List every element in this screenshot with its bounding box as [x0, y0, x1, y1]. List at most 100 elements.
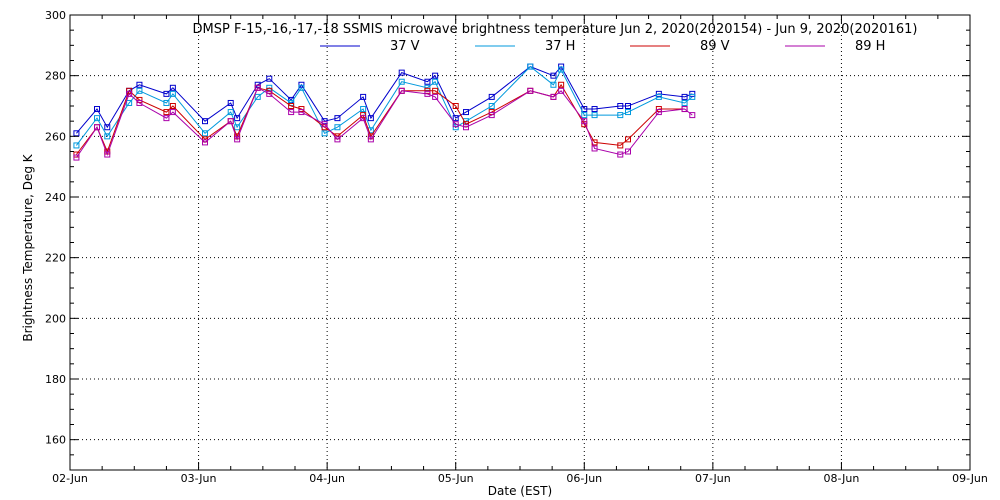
data-point-marker	[136, 87, 143, 94]
data-point-marker	[334, 124, 341, 131]
data-point-marker	[689, 90, 696, 97]
data-point-marker	[94, 115, 100, 122]
data-point-marker	[202, 118, 208, 125]
data-point-marker	[591, 106, 598, 113]
x-tick-label: 07-Jun	[695, 472, 731, 485]
data-point-marker	[617, 151, 624, 158]
series-layer	[73, 63, 696, 161]
y-tick-label: 220	[45, 252, 66, 265]
data-point-marker	[463, 124, 469, 131]
data-point-marker	[558, 81, 565, 88]
data-point-marker	[254, 84, 261, 91]
data-point-marker	[234, 136, 241, 143]
x-tick-label: 04-Jun	[309, 472, 345, 485]
data-point-marker	[488, 93, 495, 100]
y-tick-label: 180	[45, 373, 66, 386]
data-point-marker	[169, 90, 176, 97]
chart-title: DMSP F-15,-16,-17,-18 SSMIS microwave br…	[193, 22, 918, 37]
data-point-marker	[488, 112, 495, 119]
data-point-marker	[581, 112, 588, 119]
data-point-marker	[689, 112, 696, 119]
y-tick-label: 300	[45, 9, 66, 22]
y-tick-label: 200	[45, 312, 66, 325]
axis-ticks: 160 180 200 220 240 260 280 300 02-Jun 03-Jun 04-J…	[45, 9, 988, 485]
y-tick-label: 160	[45, 434, 66, 447]
data-point-marker	[266, 90, 273, 97]
data-point-marker	[655, 93, 662, 100]
data-point-marker	[689, 93, 696, 100]
data-point-marker	[550, 93, 557, 100]
data-point-marker	[617, 112, 624, 119]
data-point-marker	[104, 133, 111, 140]
data-point-marker	[126, 90, 133, 97]
data-point-marker	[432, 78, 439, 85]
data-point-marker	[73, 130, 80, 137]
data-point-marker	[104, 124, 111, 131]
data-point-marker	[126, 99, 133, 106]
data-point-marker	[527, 63, 534, 70]
x-tick-label: 03-Jun	[181, 472, 217, 485]
data-point-marker	[398, 78, 405, 85]
data-point-marker	[681, 93, 688, 100]
data-point-marker	[625, 109, 631, 116]
data-point-marker	[321, 130, 328, 137]
series-line	[75, 87, 693, 158]
data-point-marker	[234, 115, 241, 122]
x-tick-label: 05-Jun	[438, 472, 474, 485]
data-point-marker	[581, 118, 588, 125]
data-point-marker	[298, 106, 305, 113]
series-3	[73, 84, 696, 161]
data-point-marker	[558, 87, 565, 94]
data-point-marker	[558, 66, 565, 73]
data-point-marker	[334, 115, 341, 122]
data-point-marker	[73, 154, 80, 161]
data-point-marker	[655, 109, 662, 116]
data-point-marker	[163, 90, 170, 97]
data-point-marker	[432, 87, 439, 94]
data-point-marker	[360, 115, 367, 122]
data-point-marker	[527, 87, 534, 94]
x-tick-label: 02-Jun	[52, 472, 88, 485]
x-axis-title: Date (EST)	[488, 484, 552, 498]
data-point-marker	[591, 112, 598, 119]
data-point-marker	[136, 99, 143, 106]
data-point-marker	[360, 93, 367, 100]
data-point-marker	[617, 142, 624, 149]
y-tick-label: 260	[45, 130, 66, 143]
legend-label: 37 H	[545, 39, 575, 54]
legend-label: 89 V	[700, 39, 730, 54]
data-point-marker	[234, 124, 241, 131]
x-tick-label: 06-Jun	[566, 472, 602, 485]
legend: 37 V 37 H 89 V 89 H	[320, 39, 885, 54]
legend-label: 89 H	[855, 39, 885, 54]
data-point-marker	[655, 90, 662, 97]
data-point-marker	[432, 72, 439, 79]
y-axis-title: Brightness Temperature, Deg K	[21, 153, 35, 341]
data-point-marker	[591, 145, 598, 152]
data-point-marker	[432, 93, 439, 100]
data-point-marker	[550, 81, 557, 88]
data-point-marker	[424, 78, 431, 85]
data-point-marker	[298, 84, 305, 91]
data-point-marker	[488, 103, 495, 109]
data-point-marker	[367, 136, 374, 143]
data-point-marker	[169, 109, 176, 116]
data-point-marker	[227, 99, 234, 106]
data-point-marker	[367, 115, 374, 122]
data-point-marker	[136, 81, 143, 88]
data-point-marker	[94, 106, 100, 113]
data-point-marker	[424, 90, 431, 97]
legend-label: 37 V	[390, 39, 420, 54]
data-point-marker	[73, 142, 80, 149]
data-point-marker	[452, 121, 459, 128]
x-tick-label: 08-Jun	[824, 472, 860, 485]
data-point-marker	[163, 115, 170, 122]
data-point-marker	[334, 136, 341, 143]
y-tick-label: 280	[45, 70, 66, 83]
data-point-marker	[625, 103, 631, 109]
data-point-marker	[625, 148, 631, 155]
data-point-marker	[321, 121, 328, 128]
data-point-marker	[581, 106, 588, 113]
